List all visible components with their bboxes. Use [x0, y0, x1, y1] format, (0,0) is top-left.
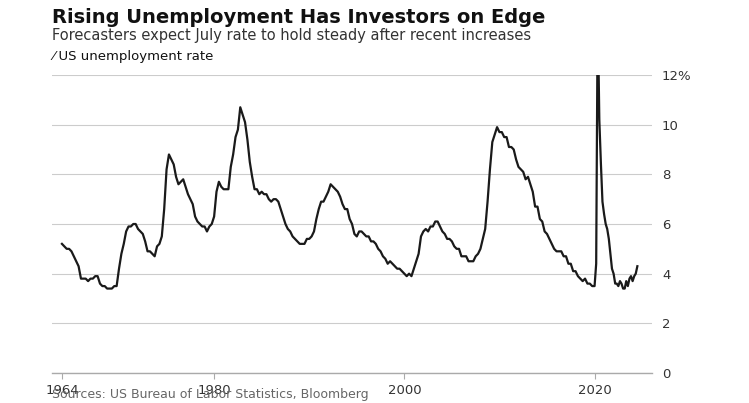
Text: ⁄ US unemployment rate: ⁄ US unemployment rate	[52, 50, 213, 63]
Text: Sources: US Bureau of Labor Statistics, Bloomberg: Sources: US Bureau of Labor Statistics, …	[52, 388, 369, 401]
Text: Rising Unemployment Has Investors on Edge: Rising Unemployment Has Investors on Edg…	[52, 8, 546, 27]
Text: Forecasters expect July rate to hold steady after recent increases: Forecasters expect July rate to hold ste…	[52, 28, 532, 43]
